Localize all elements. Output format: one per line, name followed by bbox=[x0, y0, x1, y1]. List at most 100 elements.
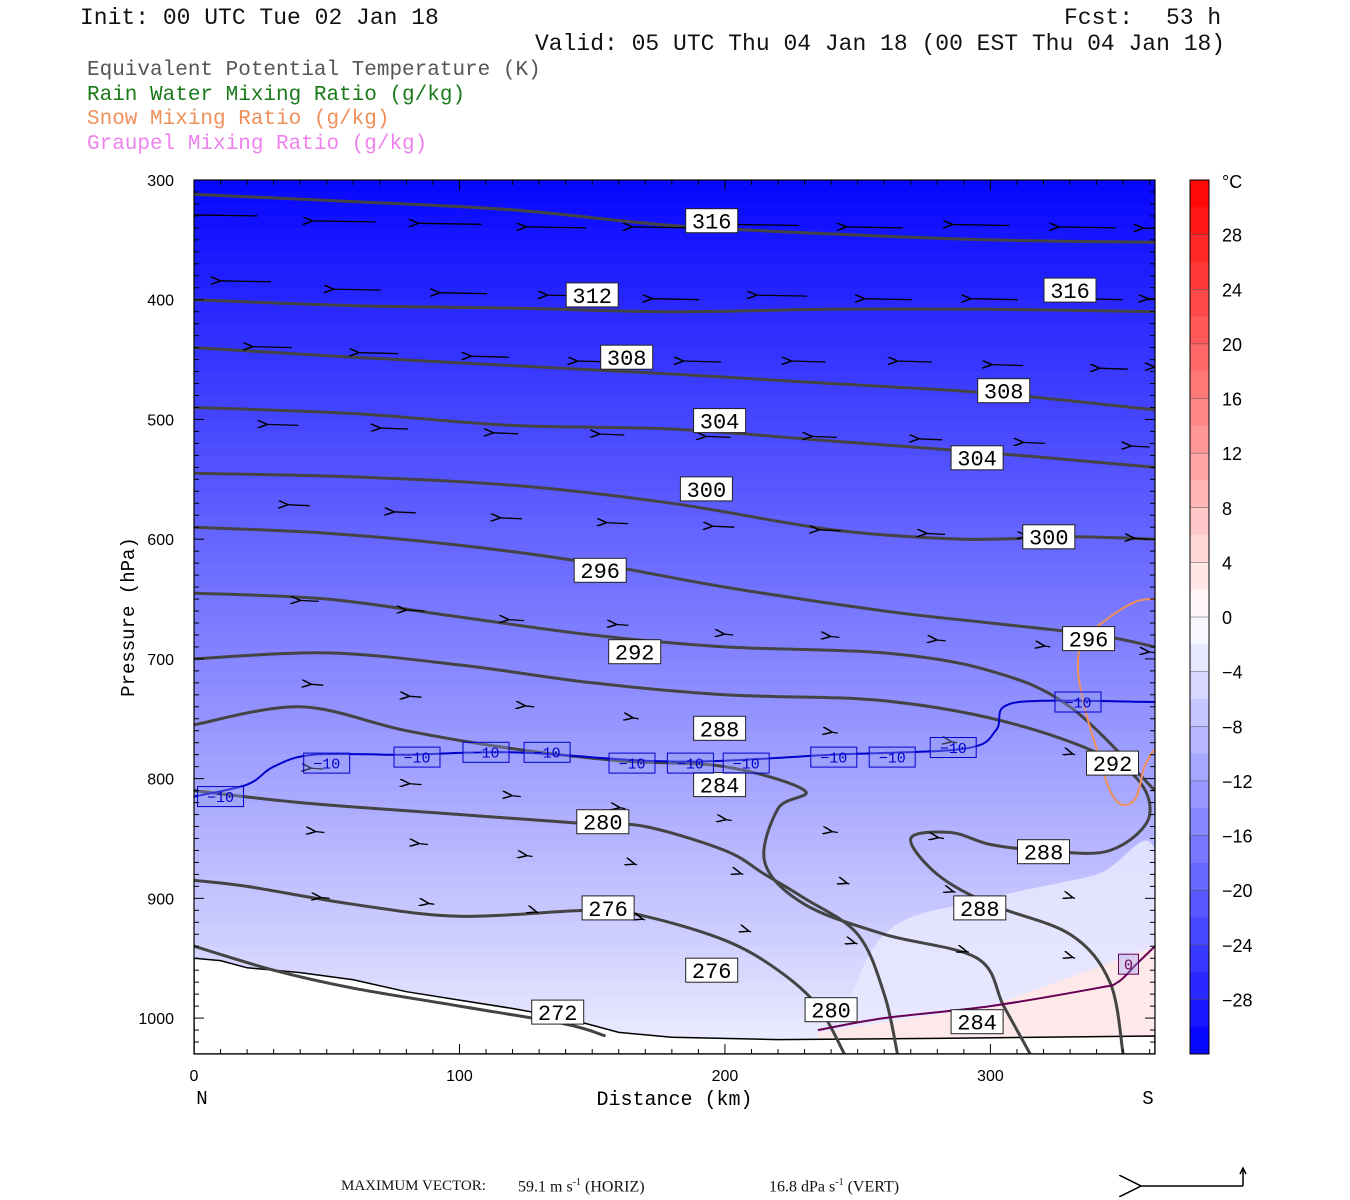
colorbar-segment bbox=[1190, 261, 1209, 290]
isotherm-label--10: −10 bbox=[608, 752, 656, 774]
shade-band bbox=[194, 886, 1155, 899]
vert-exp: -1 bbox=[835, 1177, 844, 1188]
theta-e-label-312: 312 bbox=[565, 282, 619, 310]
isotherm-label--10-box bbox=[722, 752, 770, 774]
colorbar-tick-label: −16 bbox=[1222, 827, 1253, 847]
shade-band bbox=[194, 335, 1155, 349]
isotherm-label--10-box bbox=[810, 746, 858, 768]
wind-arrow bbox=[952, 225, 1010, 226]
colorbar-segment bbox=[1190, 890, 1209, 918]
wind-arrow bbox=[1072, 957, 1076, 958]
init-time: Init: 00 UTC Tue 02 Jan 18 bbox=[80, 5, 439, 31]
shade-band bbox=[194, 587, 1155, 600]
wind-arrow bbox=[493, 433, 519, 434]
theta-e-label-304: 304 bbox=[693, 408, 747, 436]
wind-arrow bbox=[846, 883, 850, 884]
theta-e-label-276-text: 276 bbox=[692, 960, 732, 985]
horiz-tag: (HORIZ) bbox=[585, 1178, 645, 1196]
shade-band bbox=[194, 790, 1155, 804]
theta-e-label-296: 296 bbox=[1062, 626, 1116, 654]
colorbar-tick-label: 12 bbox=[1222, 444, 1242, 464]
shade-band bbox=[194, 862, 1155, 875]
wind-arrow bbox=[616, 624, 629, 625]
isotherm-0 bbox=[817, 945, 1155, 1032]
theta-e-280 bbox=[194, 789, 899, 1054]
wind-arrow bbox=[287, 505, 310, 506]
isotherm-label--10-box bbox=[608, 752, 656, 774]
wind-arrow bbox=[748, 931, 752, 932]
theta-e-label-288: 288 bbox=[953, 895, 1007, 923]
isotherm-label--10: −10 bbox=[810, 746, 858, 768]
colorbar-segment bbox=[1190, 972, 1209, 1000]
theta-e-label-300: 300 bbox=[1022, 524, 1076, 552]
shade-band bbox=[194, 467, 1155, 480]
wind-arrow bbox=[418, 223, 482, 224]
wind-arrow bbox=[756, 295, 808, 296]
isotherm-label--10: −10 bbox=[393, 746, 441, 768]
wind-arrow bbox=[418, 844, 428, 845]
isotherm-label--10: −10 bbox=[197, 786, 244, 808]
wind-arrow bbox=[846, 227, 904, 228]
theta-e-label-276: 276 bbox=[685, 957, 739, 985]
isotherm-label--10-text: −10 bbox=[733, 757, 760, 774]
colorbar-tick-label: 28 bbox=[1222, 226, 1242, 246]
wind-arrow bbox=[428, 903, 435, 904]
max-vector-label: MAXIMUM VECTOR: bbox=[341, 1178, 486, 1194]
x-end-left: N bbox=[196, 1088, 207, 1110]
forecast-label: Fcst: bbox=[1064, 5, 1134, 31]
wind-arrow bbox=[712, 526, 735, 527]
colorbar-segment bbox=[1190, 343, 1209, 372]
isotherm-label-0-text: 0 bbox=[1124, 958, 1133, 975]
vert-unit: dPa s bbox=[801, 1178, 836, 1196]
theta-e-label-280: 280 bbox=[576, 809, 630, 837]
wind-arrow bbox=[738, 225, 799, 226]
theta-e-296 bbox=[194, 525, 1155, 649]
wind-arrow bbox=[632, 718, 639, 719]
wind-arrow bbox=[966, 951, 970, 952]
wind-arrow bbox=[651, 299, 700, 300]
shade-band bbox=[194, 635, 1155, 648]
theta-e-label-280-box bbox=[576, 809, 630, 835]
wind-arrow bbox=[606, 523, 629, 524]
snow-mixing-contour bbox=[1076, 598, 1155, 807]
theta-e-label-280: 280 bbox=[804, 997, 858, 1025]
snow-contour bbox=[1076, 598, 1155, 807]
theta-e-label-316-box bbox=[685, 208, 739, 234]
shade-band bbox=[194, 275, 1155, 289]
colorbar-segment bbox=[1190, 316, 1209, 345]
shade-band bbox=[194, 479, 1155, 492]
shade-band bbox=[194, 575, 1155, 588]
theta-e-label-308-text: 308 bbox=[607, 347, 647, 372]
theta-e-label-316-text: 316 bbox=[1050, 280, 1090, 305]
isotherm-label--10: −10 bbox=[868, 746, 916, 768]
theta-e-label-308-box bbox=[977, 378, 1031, 404]
isotherm-label--10-text: −10 bbox=[313, 757, 340, 774]
theta-e-label-300-box bbox=[1022, 524, 1076, 550]
colorbar-tick-label: −20 bbox=[1222, 881, 1253, 901]
wind-arrow bbox=[1044, 646, 1051, 647]
legend-snow: Snow Mixing Ratio (g/kg) bbox=[87, 108, 390, 131]
wind-arrow bbox=[936, 640, 946, 641]
wind-arrow bbox=[952, 891, 956, 892]
theta-e-label-308-box bbox=[600, 344, 654, 370]
shade-band bbox=[194, 419, 1155, 433]
isotherm-label--10-text: −10 bbox=[472, 746, 499, 763]
theta-e-284 bbox=[194, 705, 1032, 1054]
colorbar-segment bbox=[1190, 944, 1209, 973]
theta-e-label-288-text: 288 bbox=[700, 718, 740, 743]
theta-e-label-292: 292 bbox=[608, 639, 662, 667]
theta-e-label-304-box bbox=[950, 445, 1004, 471]
isotherm-label--10: −10 bbox=[1054, 691, 1102, 713]
theta-e-label-296-box bbox=[573, 557, 627, 583]
theta-e-label-300-box bbox=[679, 476, 733, 502]
colorbar-segment bbox=[1190, 780, 1209, 809]
wind-arrow bbox=[406, 610, 425, 611]
max-vector-vert: 16.8 dPa s-1 (VERT) bbox=[769, 1178, 899, 1195]
isotherm-label--10-box bbox=[929, 737, 977, 758]
shade-band bbox=[194, 623, 1155, 636]
wind-arrow bbox=[725, 820, 732, 821]
theta-e-label-284-text: 284 bbox=[700, 775, 740, 800]
shade-band bbox=[194, 263, 1155, 277]
colorbar-segment bbox=[1190, 180, 1209, 208]
